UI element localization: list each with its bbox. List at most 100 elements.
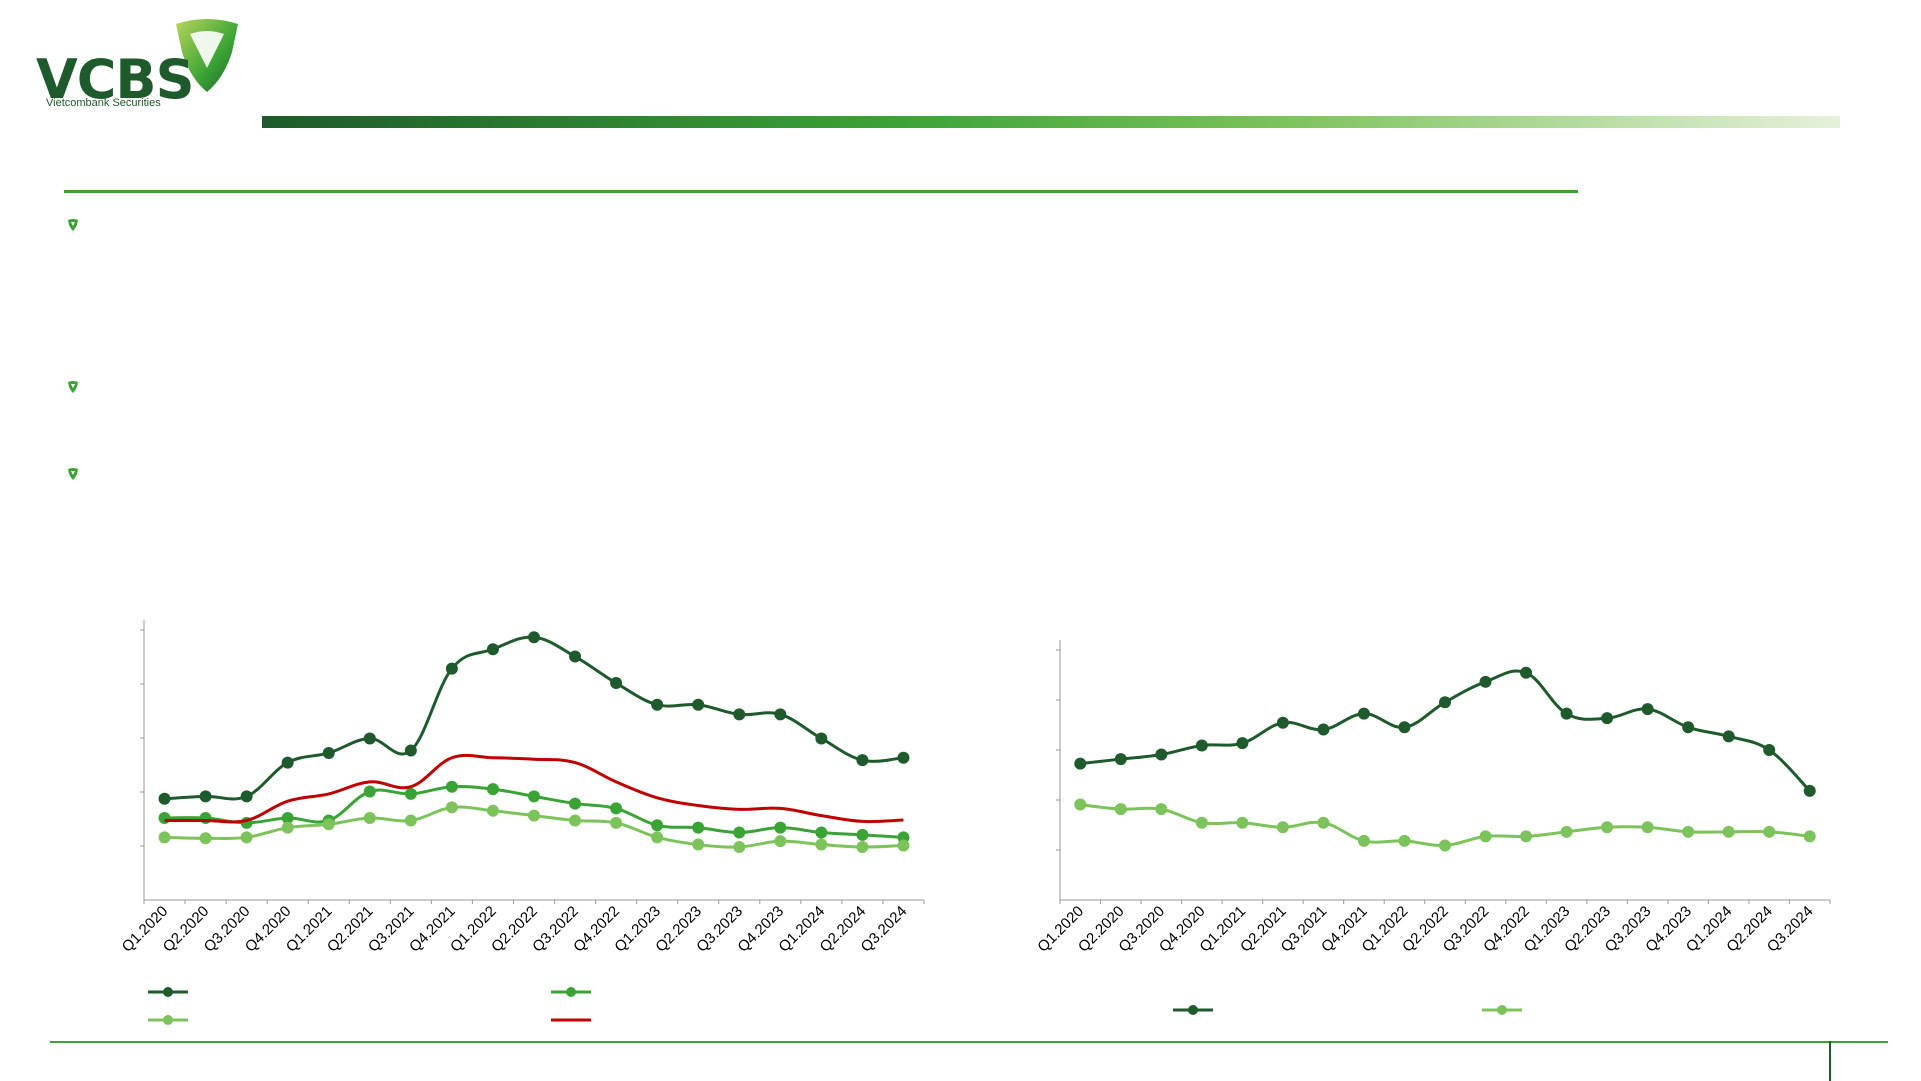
series-2-point: [651, 819, 664, 832]
series-3-point: [897, 839, 910, 852]
series-1-point: [1276, 716, 1289, 729]
line-chart-right: Q1.2020Q2.2020Q3.2020Q4.2020Q1.2021Q2.20…: [1034, 640, 1831, 1015]
series-2-point: [610, 802, 623, 815]
series-2-point: [1236, 816, 1249, 829]
header-gradient-bar: [262, 116, 1840, 128]
series-2-line: [1080, 803, 1810, 848]
series-1-point: [856, 754, 869, 767]
series-2-point: [1155, 803, 1168, 816]
logo-wordmark: VCBS: [36, 48, 194, 111]
footer-rule: [50, 1041, 1888, 1043]
series-2-point: [528, 790, 540, 803]
series-1-point: [1114, 753, 1127, 766]
series-1-point: [1601, 712, 1614, 725]
series-1-point: [1520, 666, 1533, 679]
series-1-point: [1682, 721, 1695, 734]
series-3-point: [404, 814, 417, 827]
line-chart-left: Q1.2020Q2.2020Q3.2020Q4.2020Q1.2021Q2.20…: [119, 620, 925, 1025]
series-2-point: [1114, 803, 1127, 816]
legend-2-marker: [1497, 1005, 1507, 1015]
series-1-point: [281, 756, 294, 769]
logo-subtitle: Vietcombank Securities: [46, 97, 161, 109]
legend-3-marker: [163, 1015, 173, 1025]
series-3-point: [158, 831, 171, 844]
series-3-point: [528, 809, 540, 822]
series-3-point: [199, 832, 212, 845]
series-3-point: [486, 804, 499, 817]
series-2-point: [1074, 798, 1087, 811]
legend-2-marker: [566, 987, 576, 997]
series-2-point: [445, 780, 458, 793]
series-2-point: [199, 812, 212, 825]
series-2-point: [815, 826, 828, 839]
shield-bullet-icon: [68, 381, 78, 393]
series-3-point: [733, 840, 746, 853]
series-1-point: [1195, 739, 1208, 752]
series-1-point: [240, 790, 253, 803]
series-2-point: [1763, 825, 1776, 838]
legend-1-marker: [163, 987, 173, 997]
series-2-point: [1357, 834, 1370, 847]
series-1-point: [1560, 707, 1573, 720]
series-1-point: [1722, 730, 1735, 743]
page-number-divider: [1829, 1041, 1831, 1081]
series-2-point: [1479, 830, 1492, 843]
series-1-point: [733, 708, 746, 721]
series-3-point: [815, 838, 828, 851]
series-2-point: [1803, 830, 1816, 843]
series-2-point: [281, 812, 294, 825]
series-2-point: [1195, 816, 1208, 829]
series-2-point: [1601, 821, 1614, 834]
x-tick-label: Q3.2024: [858, 903, 911, 956]
vcbs-logo: VCBS Vietcombank Securities: [34, 18, 254, 118]
series-1-point: [1155, 748, 1168, 761]
shield-bullet-icon: [68, 219, 78, 231]
series-2-point: [1682, 825, 1695, 838]
series-1-point: [445, 662, 458, 675]
series-3-point: [774, 835, 787, 848]
series-1-point: [1763, 744, 1776, 756]
series-1-line: [1080, 669, 1811, 792]
series-1-point: [774, 708, 787, 721]
series-1-point: [199, 790, 212, 803]
series-1-point: [1236, 737, 1249, 750]
series-2-point: [692, 821, 705, 834]
series-1-point: [569, 650, 582, 663]
series-1-line: [164, 635, 904, 801]
series-3-point: [363, 812, 376, 825]
series-2-point: [897, 831, 910, 844]
series-1-point: [1074, 757, 1087, 770]
series-2-point: [774, 821, 787, 834]
series-2-point: [1317, 816, 1330, 829]
series-4-line: [164, 753, 904, 824]
series-2-point: [1560, 825, 1573, 838]
series-3-point: [856, 840, 869, 853]
legend-1-marker: [1188, 1005, 1198, 1015]
series-2-point: [158, 812, 171, 825]
series-3-point: [445, 801, 458, 814]
series-1-point: [528, 631, 540, 644]
series-1-point: [1803, 784, 1816, 797]
series-2-point: [1520, 830, 1533, 843]
shield-bullet-icon: [68, 468, 78, 480]
title-underline: [64, 190, 1578, 193]
series-3-point: [569, 814, 582, 827]
series-1-point: [651, 698, 664, 711]
series-1-point: [692, 698, 705, 711]
series-1-point: [322, 746, 335, 759]
series-3-point: [610, 816, 623, 829]
series-1-point: [1479, 675, 1492, 688]
series-2-point: [856, 828, 869, 841]
series-2-point: [1398, 834, 1411, 847]
series-1-point: [363, 732, 376, 745]
series-2-point: [733, 826, 746, 839]
series-3-point: [240, 831, 253, 844]
series-3-point: [692, 838, 705, 851]
series-1-point: [158, 792, 171, 805]
series-2-point: [569, 797, 582, 810]
series-1-point: [1398, 721, 1411, 734]
series-1-point: [610, 677, 623, 690]
vcbs-shield-icon: [176, 19, 238, 92]
series-1-point: [815, 732, 828, 745]
series-2-point: [1276, 821, 1289, 834]
